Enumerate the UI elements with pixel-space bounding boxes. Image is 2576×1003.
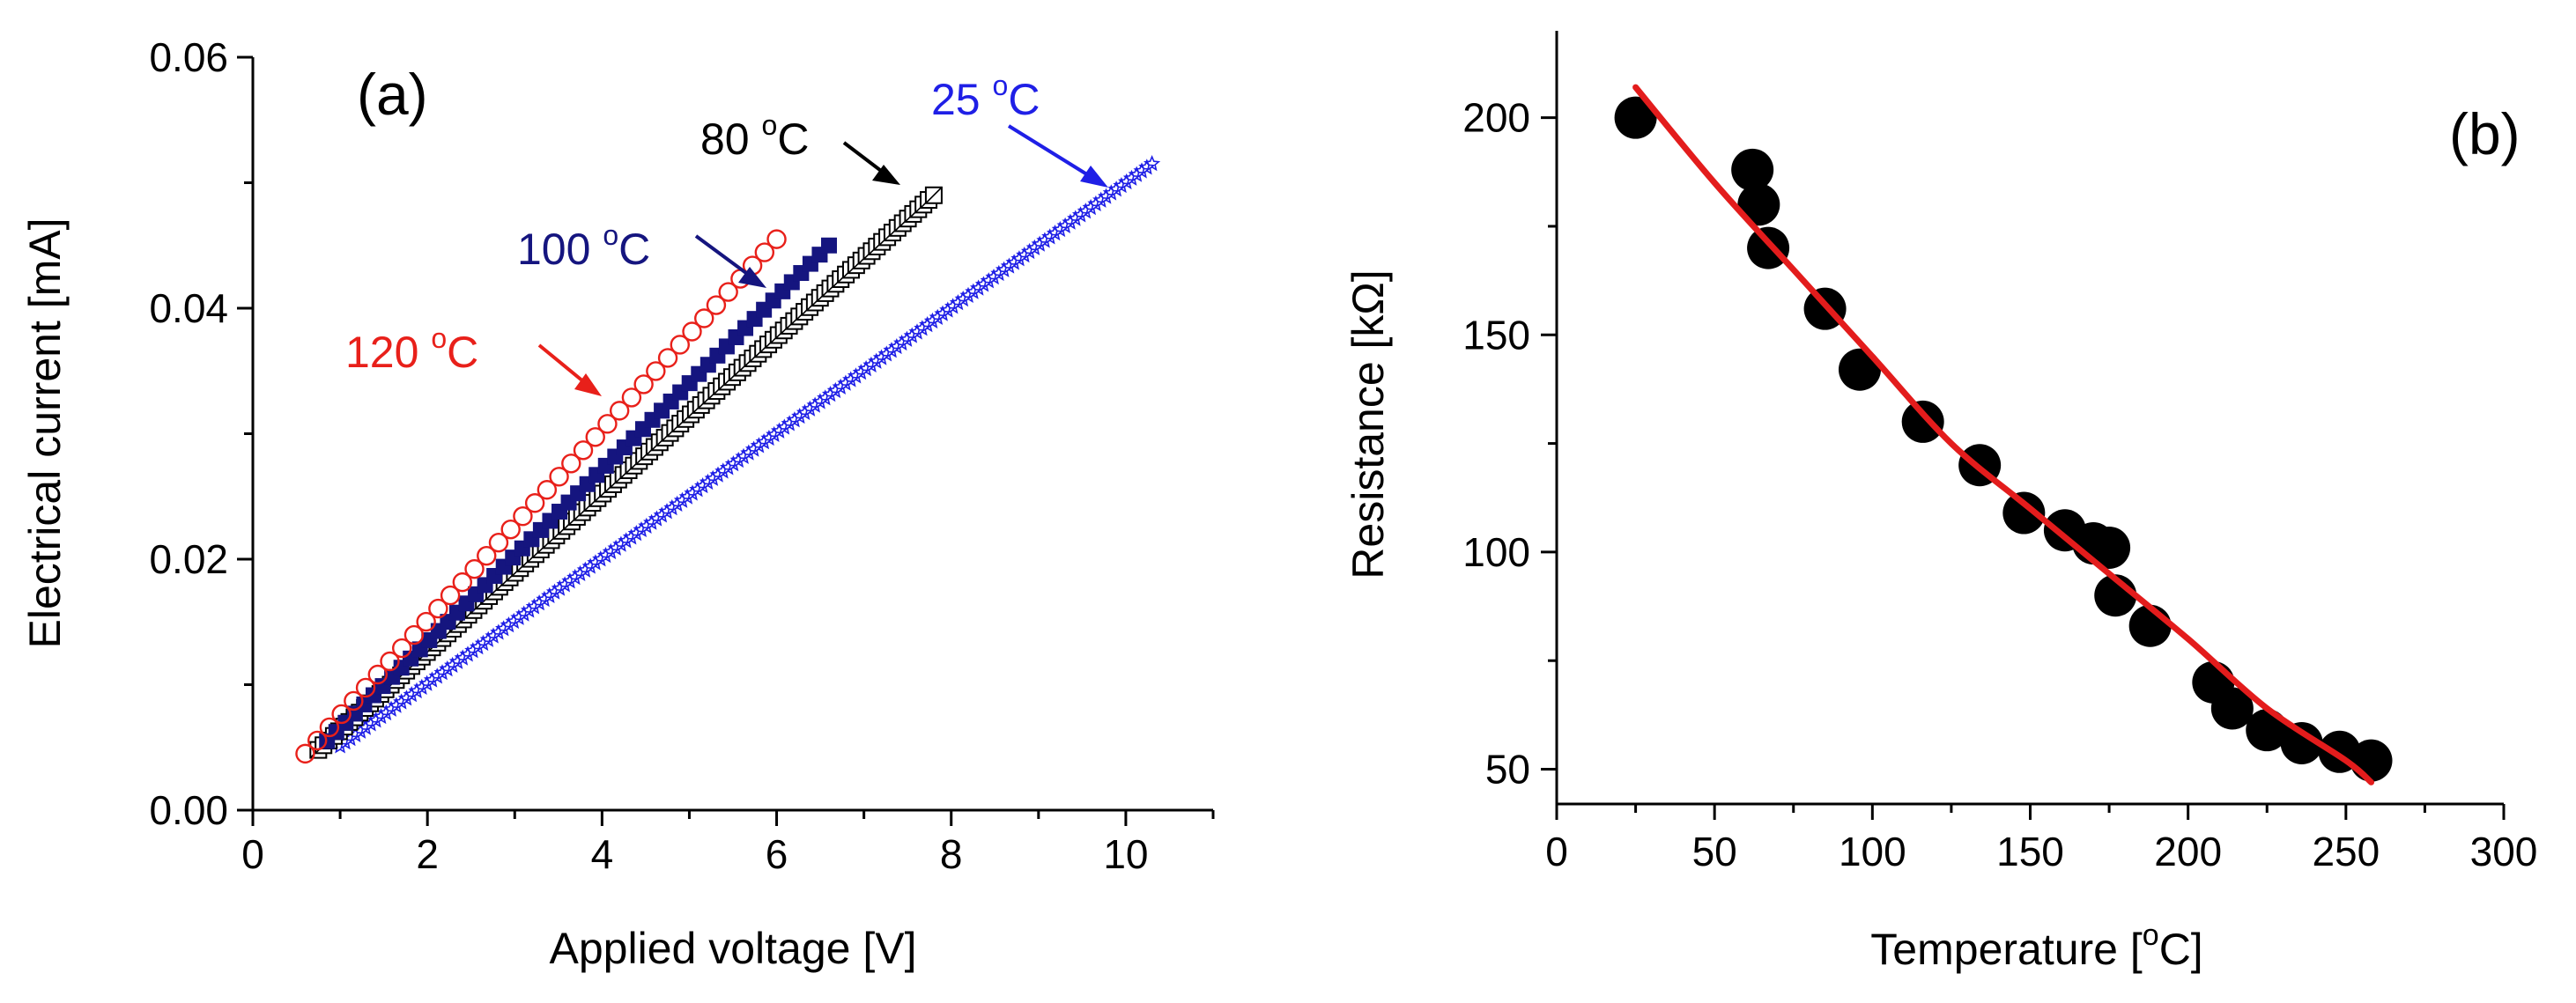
arrow-120c <box>537 343 602 396</box>
data-point <box>524 493 545 513</box>
panel-a-y-label: Electrical current [mA] <box>20 218 70 648</box>
data-point <box>670 335 690 355</box>
panel-a-chart: 0 2 4 6 8 10 0.00 0.02 0.04 0.06 (a) Applied volt… <box>20 34 1215 973</box>
panel-b-y-tick-label: 150 <box>1462 312 1530 358</box>
data-point <box>862 356 880 373</box>
data-point <box>682 321 702 342</box>
panel-b-x-tick-label: 150 <box>1996 829 2064 874</box>
resistance-point <box>2350 739 2393 782</box>
panel-a-x-tick-label: 4 <box>591 831 614 877</box>
data-point <box>821 237 837 254</box>
data-point <box>718 282 738 302</box>
panel-a-y-tick-label: 0.06 <box>149 34 228 80</box>
panel-a-x-tick-label: 10 <box>1103 831 1148 877</box>
data-point <box>392 638 412 659</box>
data-point <box>440 585 461 606</box>
data-point <box>344 690 364 712</box>
data-point <box>561 454 581 474</box>
series-25c <box>331 155 1161 754</box>
panel-a-y-tick-label: 0.04 <box>149 285 228 331</box>
data-point <box>694 308 714 328</box>
arrow-80c <box>842 141 900 185</box>
panel-a-x-tick-label: 8 <box>940 831 963 877</box>
data-point <box>740 444 758 461</box>
panel-a-label: (a) <box>357 62 428 127</box>
data-point <box>621 387 642 408</box>
resistance-point <box>1839 348 1881 391</box>
label-100c: 100 oC <box>517 219 650 274</box>
panel-b-x-tick-label: 50 <box>1692 829 1737 874</box>
data-point <box>573 440 594 461</box>
data-point <box>1144 155 1161 172</box>
resistance-point <box>1747 226 1790 269</box>
data-point <box>331 704 352 725</box>
data-point <box>464 558 485 579</box>
data-point <box>367 664 388 685</box>
panel-a-x-tick-label: 2 <box>416 831 439 877</box>
panel-a-y-tick-label: 0.00 <box>149 787 228 833</box>
panel-b-y-label: Resistance [kΩ] <box>1344 269 1393 579</box>
data-point <box>403 624 425 645</box>
data-point <box>295 743 315 764</box>
data-point <box>500 520 521 540</box>
panel-a-x-label: Applied voltage [V] <box>550 924 917 973</box>
data-point <box>355 677 376 698</box>
series-120c <box>295 229 787 764</box>
data-point <box>706 295 727 315</box>
data-point <box>513 506 533 527</box>
series-100c <box>319 237 837 749</box>
data-point <box>633 374 654 395</box>
panel-b-x-tick-label: 0 <box>1545 829 1568 874</box>
data-point <box>597 414 618 434</box>
data-point <box>766 229 787 249</box>
data-point <box>477 545 497 566</box>
panel-b-y-tick-label: 100 <box>1462 529 1530 575</box>
data-point <box>609 401 630 421</box>
label-25c: 25 oC <box>931 70 1040 124</box>
data-point <box>319 717 340 738</box>
data-point <box>488 532 509 553</box>
data-point <box>646 361 666 381</box>
data-point <box>380 651 400 672</box>
data-point <box>754 242 775 262</box>
resistance-point <box>2210 687 2254 730</box>
data-point <box>985 268 1003 285</box>
panel-b-y-tick-label: 50 <box>1485 747 1530 793</box>
label-80c: 80 oC <box>700 109 809 164</box>
resistance-point <box>1614 96 1657 139</box>
panel-a-x-tick-label: 0 <box>241 831 264 877</box>
data-point <box>452 572 473 593</box>
fit-curve <box>1632 84 2374 785</box>
panel-b-x-tick-label: 300 <box>2470 829 2538 874</box>
panel-b-x-label: Temperature [oC] <box>1870 918 2202 974</box>
panel-a-x-tick-label: 6 <box>766 831 788 877</box>
data-point <box>549 467 569 487</box>
data-point <box>585 427 605 447</box>
arrow-25c <box>1007 124 1108 188</box>
resistance-point <box>1901 400 1944 443</box>
panel-a-y-tick-label: 0.02 <box>149 536 228 582</box>
resistance-point <box>1731 148 1774 191</box>
panel-b-x-tick-label: 250 <box>2312 829 2380 874</box>
panel-b-y-tick-label: 200 <box>1462 95 1530 141</box>
panel-b-chart: 0 50 100 150 200 250 300 50 100 150 200 (b) Temper… <box>1344 31 2537 974</box>
data-point <box>537 480 558 500</box>
panel-b-x-tick-label: 200 <box>2154 829 2222 874</box>
data-point <box>428 598 448 619</box>
data-point <box>618 532 635 549</box>
data-point <box>657 348 678 368</box>
resistance-point <box>2002 491 2046 535</box>
label-120c: 120 oC <box>345 322 478 377</box>
data-point <box>416 611 436 632</box>
data-point-cross <box>925 187 943 204</box>
panel-b-x-tick-label: 100 <box>1839 829 1906 874</box>
resistance-point <box>2088 526 2131 569</box>
arrow-100c <box>694 234 766 288</box>
resistance-point <box>1737 183 1780 226</box>
resistance-point <box>2280 721 2323 764</box>
data-point <box>307 730 328 751</box>
panel-b-label: (b) <box>2449 101 2520 166</box>
